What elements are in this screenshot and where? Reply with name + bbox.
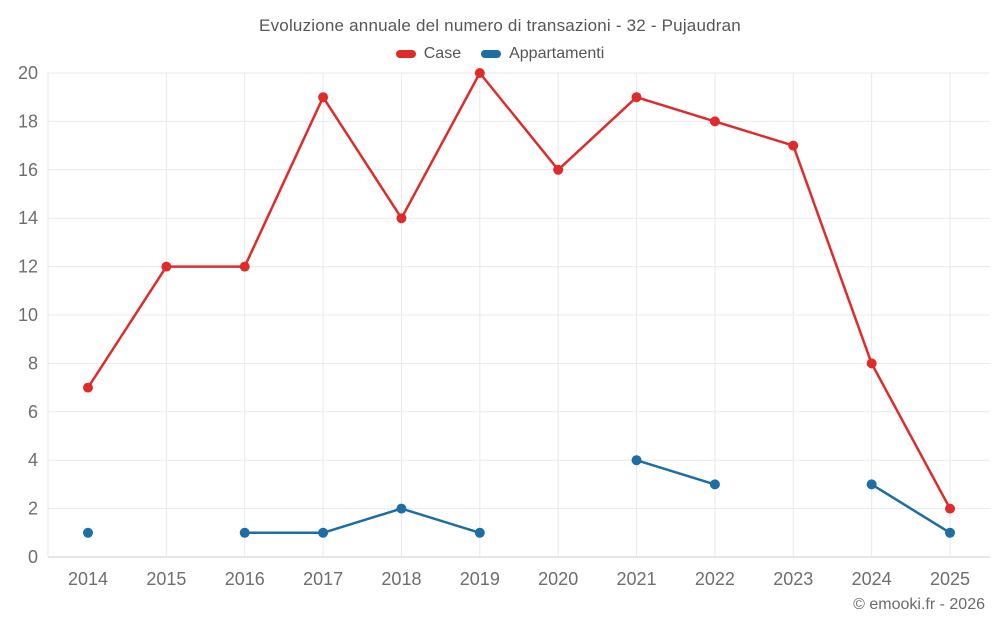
chart-legend: Case Appartamenti <box>0 45 1000 63</box>
svg-text:4: 4 <box>28 450 38 470</box>
svg-text:2021: 2021 <box>617 569 657 589</box>
chart-footer-credit: © emooki.fr - 2026 <box>853 596 985 613</box>
legend-label: Appartamenti <box>509 45 605 62</box>
svg-text:2: 2 <box>28 499 38 519</box>
svg-text:8: 8 <box>28 353 38 373</box>
legend-item-case[interactable]: Case <box>395 45 462 63</box>
svg-text:0: 0 <box>28 547 38 567</box>
legend-item-appartamenti[interactable]: Appartamenti <box>481 45 604 63</box>
svg-text:2014: 2014 <box>68 569 108 589</box>
svg-text:6: 6 <box>28 402 38 422</box>
chart-title: Evoluzione annuale del numero di transaz… <box>259 16 741 35</box>
legend-swatch-case <box>395 50 416 58</box>
svg-text:2019: 2019 <box>460 569 500 589</box>
svg-text:2016: 2016 <box>225 569 265 589</box>
svg-text:2020: 2020 <box>538 569 578 589</box>
svg-text:16: 16 <box>18 160 38 180</box>
svg-text:2022: 2022 <box>695 569 735 589</box>
svg-text:12: 12 <box>18 257 38 277</box>
svg-text:2018: 2018 <box>381 569 421 589</box>
svg-text:2015: 2015 <box>146 569 186 589</box>
svg-text:2025: 2025 <box>930 569 970 589</box>
svg-text:14: 14 <box>18 208 38 228</box>
legend-label: Case <box>423 45 462 62</box>
svg-text:10: 10 <box>18 305 38 325</box>
svg-text:18: 18 <box>18 111 38 131</box>
svg-text:2023: 2023 <box>773 569 813 589</box>
svg-text:2024: 2024 <box>852 569 892 589</box>
svg-text:2017: 2017 <box>303 569 343 589</box>
legend-swatch-appartamenti <box>481 50 502 58</box>
svg-text:20: 20 <box>18 63 38 83</box>
